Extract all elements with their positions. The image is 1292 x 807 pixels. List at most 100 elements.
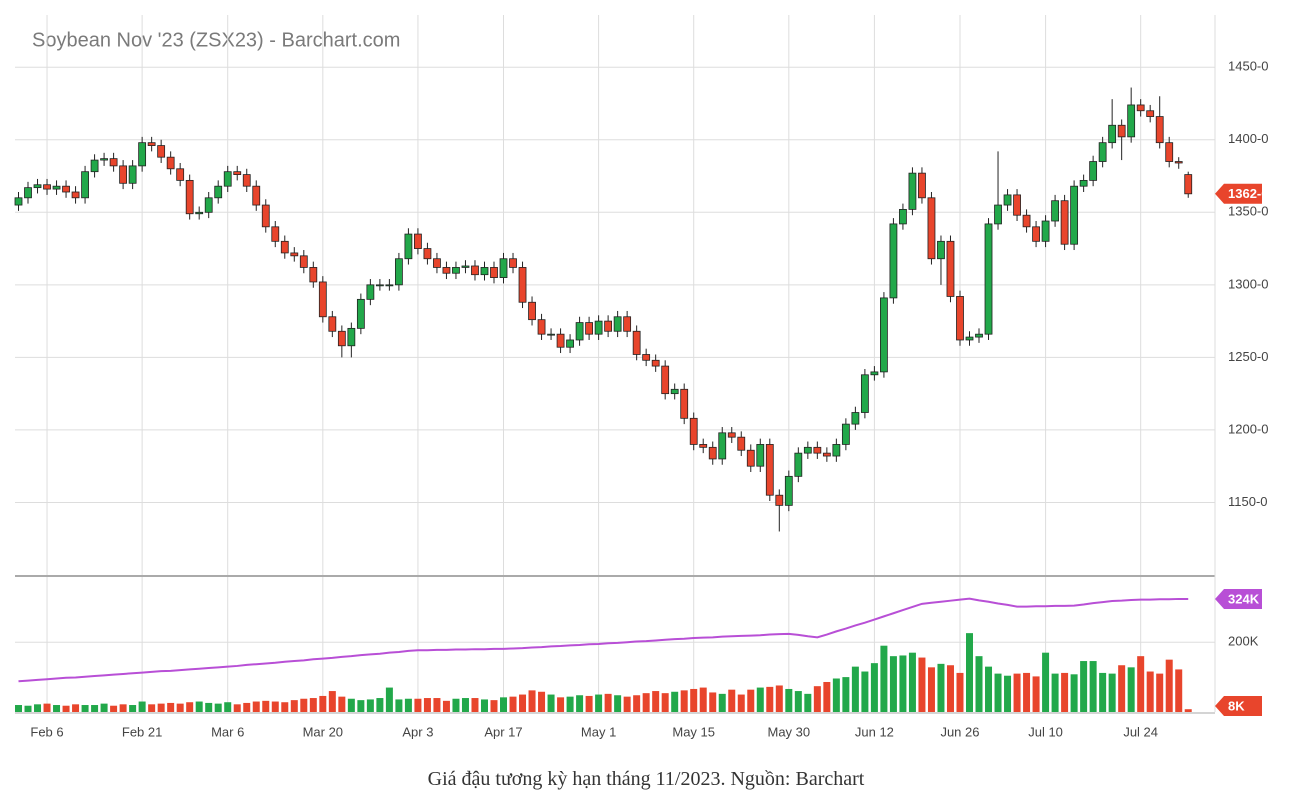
volume-bar <box>690 688 698 712</box>
volume-bar <box>756 687 764 712</box>
volume-bar <box>509 696 517 712</box>
x-tick-label: Jul 24 <box>1123 724 1158 739</box>
y-tick-label: 1150-0 <box>1228 494 1268 509</box>
candle-body <box>984 223 993 335</box>
candle-body <box>185 179 194 215</box>
volume-bar <box>110 705 118 712</box>
candle-body <box>623 316 632 332</box>
candle-body <box>822 452 831 457</box>
candle-body <box>394 258 403 286</box>
candle-body <box>1051 200 1059 222</box>
volume-bar <box>1108 673 1116 712</box>
volume-bar <box>205 702 213 712</box>
volume-bar <box>861 671 869 712</box>
chart-title: Soybean Nov '23 (ZSX23) - Barchart.com <box>32 29 400 51</box>
candle-body <box>661 365 670 395</box>
volume-bar <box>281 702 289 712</box>
volume-bar <box>395 699 403 712</box>
volume-bar <box>186 702 194 712</box>
volume-bar <box>1013 673 1021 712</box>
volume-bar <box>918 657 926 712</box>
volume-bar <box>1165 659 1173 712</box>
volume-bar <box>15 705 22 712</box>
volume-bar <box>585 695 593 712</box>
candle-body <box>651 359 660 367</box>
candle-body <box>908 172 917 210</box>
volume-bar <box>994 673 1002 712</box>
candle-body <box>366 284 375 300</box>
candle-body <box>927 197 936 260</box>
volume-bar <box>956 672 964 712</box>
volume-bar <box>966 633 973 712</box>
x-tick-label: May 30 <box>767 724 810 739</box>
candle-body <box>889 223 898 299</box>
candle-body <box>452 267 460 274</box>
candle-body <box>585 322 593 335</box>
volume-bar <box>1051 673 1059 712</box>
y2-tick-label: 200K <box>1228 634 1259 649</box>
candle-body <box>1032 226 1040 242</box>
candle-body <box>699 444 708 448</box>
volume-bar <box>1175 669 1183 712</box>
candle-body <box>71 191 80 199</box>
candle-body <box>138 142 147 167</box>
candle-body <box>290 252 299 257</box>
y-tick-label: 1400-0 <box>1228 131 1268 146</box>
candle-body <box>1079 179 1088 187</box>
candle-body <box>937 240 945 260</box>
volume-bar <box>62 705 70 712</box>
volume-bar <box>376 698 384 712</box>
volume-bar <box>1070 674 1078 712</box>
candle-body <box>414 233 422 249</box>
volume-bar <box>595 694 603 712</box>
candle-body <box>404 233 413 260</box>
volume-bar <box>538 691 546 712</box>
volume-bar <box>804 693 812 712</box>
volume-bar <box>366 699 374 712</box>
volume-bar <box>404 698 412 712</box>
candle-body <box>956 296 964 341</box>
candle-body <box>851 412 860 425</box>
volume-bar <box>53 705 61 712</box>
volume-bar <box>661 693 669 712</box>
volume-bar <box>81 705 89 712</box>
volume-bar <box>1156 673 1164 712</box>
candle-body <box>528 301 536 321</box>
x-tick-label: Mar 6 <box>211 724 244 739</box>
volume-bar <box>699 687 707 712</box>
candle-body <box>1070 185 1079 245</box>
volume-bar <box>1146 671 1154 712</box>
candle-body <box>594 320 603 335</box>
volume-bar <box>557 697 565 712</box>
candle-body <box>870 371 879 376</box>
candle-body <box>233 171 242 175</box>
volume-bar <box>642 693 650 712</box>
x-tick-label: May 1 <box>581 724 616 739</box>
candle-body <box>195 211 204 215</box>
volume-bar <box>357 700 365 712</box>
candle-body <box>642 354 651 361</box>
candle-body <box>575 322 584 341</box>
candle-body <box>775 494 784 506</box>
candle-body <box>375 284 384 287</box>
candle-body <box>841 423 850 445</box>
candle-body <box>784 475 793 506</box>
volume-bar <box>1118 665 1126 712</box>
candle-body <box>337 330 346 347</box>
volume-bar <box>167 702 175 712</box>
candle-body <box>147 142 156 146</box>
candle-body <box>328 316 337 332</box>
x-tick-label: Jul 10 <box>1028 724 1063 739</box>
volume-bar <box>319 695 327 712</box>
volume-bar <box>946 665 954 712</box>
candle-body <box>385 284 394 287</box>
volume-bar <box>766 686 774 712</box>
candle-body <box>632 330 641 355</box>
candle-body <box>1022 214 1031 228</box>
candle-body <box>1127 104 1136 138</box>
candle-body <box>318 281 327 318</box>
volume-bar <box>1023 672 1031 712</box>
candle-body <box>613 316 622 332</box>
volume-bar <box>119 704 127 712</box>
candle-body <box>90 159 99 173</box>
